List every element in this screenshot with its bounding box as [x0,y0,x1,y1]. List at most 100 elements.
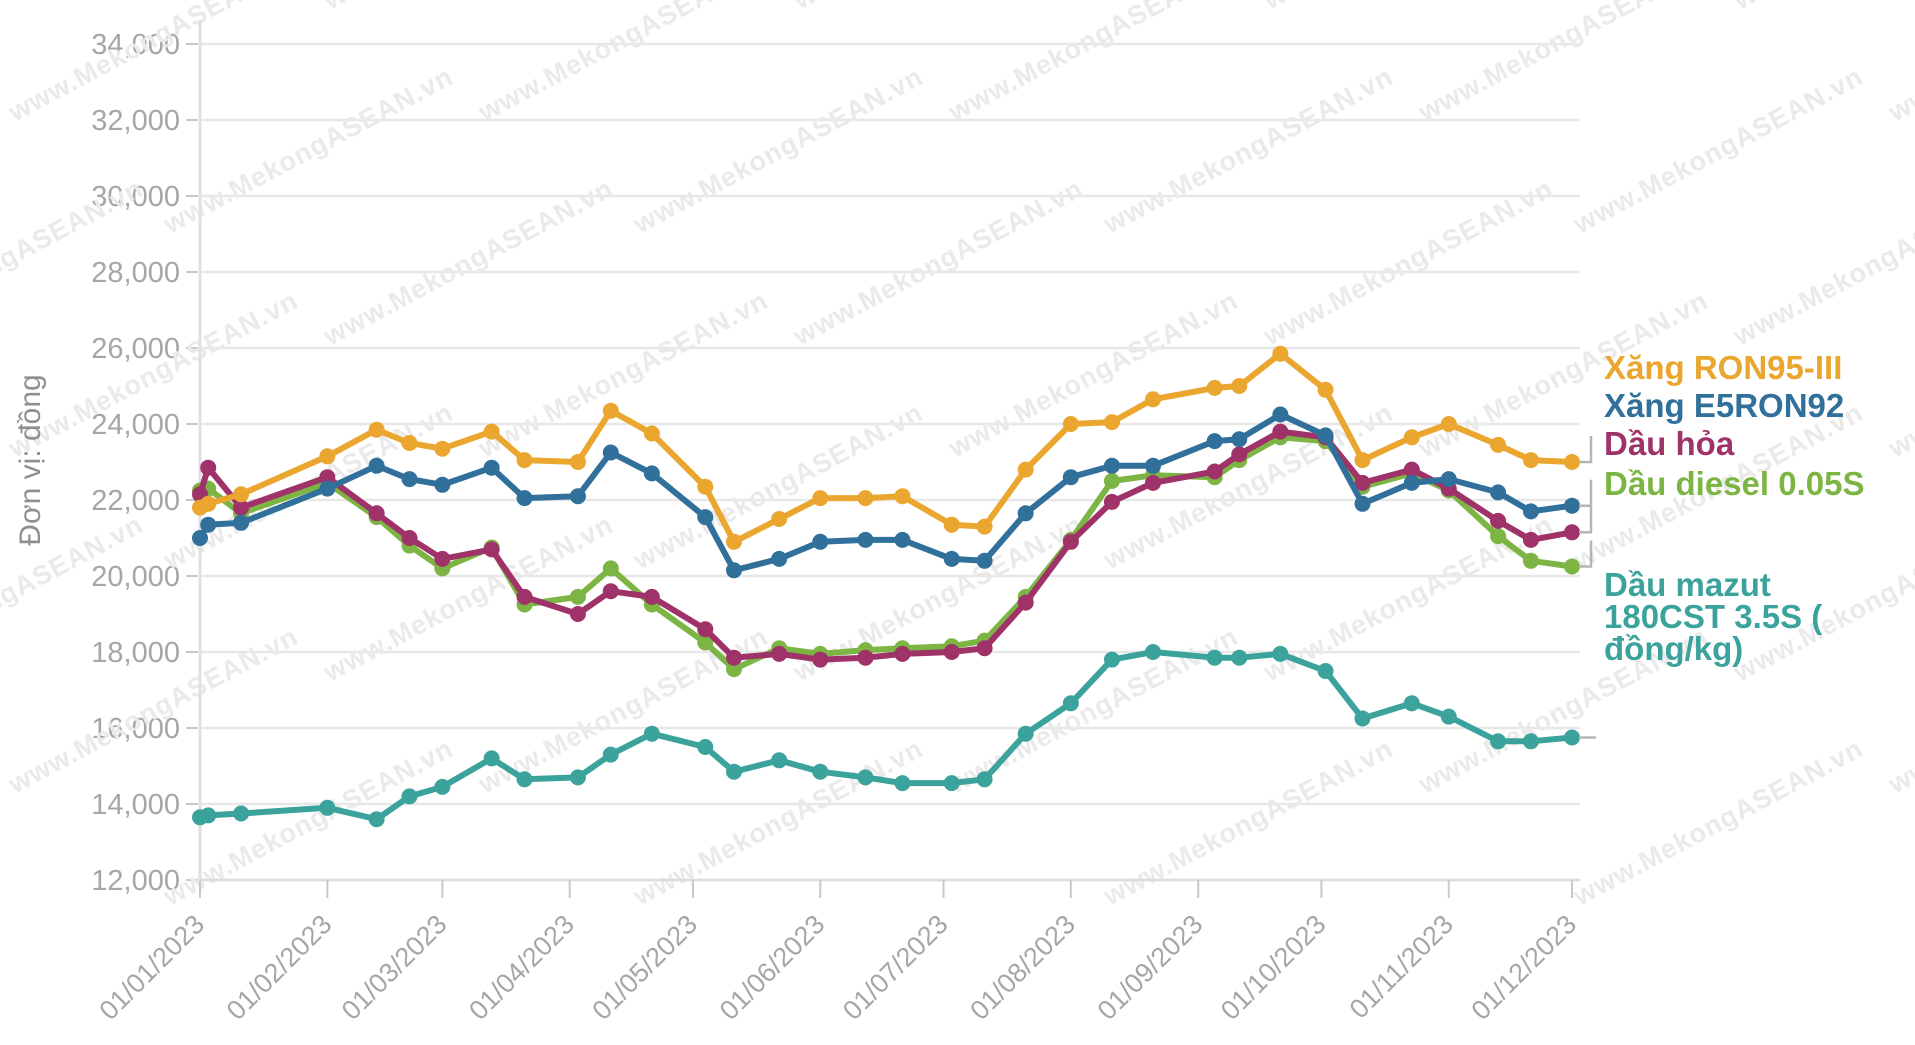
series-point [1522,733,1539,750]
series-point [483,750,500,767]
series-point [1564,454,1580,470]
series-point [1522,552,1539,569]
series-point [1490,733,1507,750]
y-axis-title: Đơn vị: đồng [14,374,47,545]
series-point [569,454,586,470]
y-tick-label: 30,000 [91,181,180,213]
legend-label: Dầu diesel 0.05S [1604,465,1864,502]
series-point [602,583,619,600]
legend-connector [1579,479,1593,507]
series-point [643,725,660,742]
watermark-text: www.MekongASEAN.vn [943,0,1243,128]
series-point [1272,423,1289,440]
x-tick-label: 01/05/2023 [586,909,703,1026]
series-point [233,499,250,516]
series-point [812,763,829,780]
series-point [894,488,911,505]
series-point [1206,463,1223,480]
x-tick-label: 01/07/2023 [837,909,954,1026]
series-point [1103,473,1120,489]
legend-label: Dầu hỏa [1604,425,1735,462]
series-point [697,634,714,651]
series-point [697,478,714,495]
x-tick-label: 01/06/2023 [714,909,831,1026]
series-point [812,533,829,550]
y-tick-label: 34,000 [91,29,180,61]
legend-label: Dầu mazut [1604,566,1771,603]
y-tick-label: 28,000 [91,257,180,289]
x-tick-label: 01/01/2023 [93,909,210,1026]
series-point [726,763,743,780]
series-point [233,805,250,822]
series-point [894,531,911,548]
series-point [1317,663,1334,679]
watermark-text: www.MekongASEAN.vn [1568,733,1868,912]
series-point [1317,381,1334,398]
series-point [1017,461,1034,478]
series-point [976,771,993,788]
legend-label: 180CST 3.5S ( [1604,598,1822,635]
watermark-text: www.MekongASEAN.vn [1728,173,1915,352]
series-point [569,588,586,605]
series-point [894,775,911,792]
watermark-text: www.MekongASEAN.vn [1568,61,1868,240]
series-point [1403,474,1420,491]
watermark-text: www.MekongASEAN.vn [158,61,458,240]
series-point [1403,461,1420,478]
series-point [602,444,619,461]
series-point [771,645,788,662]
y-tick-label: 26,000 [91,333,180,365]
series-point [943,775,960,792]
watermark-text: www.MekongASEAN.vn [943,285,1243,464]
series-point [368,457,385,474]
series-point [726,661,743,678]
series-point [697,739,714,755]
series-point [1564,558,1580,575]
watermark-text: www.MekongASEAN.vn [318,0,618,16]
series-point [319,448,336,465]
series-point [319,469,336,486]
series-point [602,746,619,763]
y-tick-label: 24,000 [91,409,180,441]
series-point [1231,378,1248,394]
watermark-text: www.MekongASEAN.vn [1098,733,1398,912]
series-point [1145,474,1162,491]
series-point [771,511,788,527]
y-tick-label: 22,000 [91,485,180,517]
series-point [1145,457,1162,474]
series-point [1062,469,1079,486]
series-point [812,651,829,668]
series-point [1440,416,1457,432]
series-point [1440,471,1457,488]
series-point [516,771,533,788]
series-point [200,516,217,533]
series-point [1354,452,1371,469]
series-point [1231,446,1248,463]
watermark-text: www.MekongASEAN.vn [318,173,618,352]
y-tick-label: 18,000 [91,637,180,669]
series-point [200,807,217,824]
series-point [1564,729,1580,746]
series-point [233,486,250,503]
series-point [1062,416,1079,432]
series-point [857,649,874,666]
series-point [771,550,788,567]
series-point [812,490,829,507]
series-point [200,495,217,512]
series-point [1017,725,1034,742]
series-point [434,476,451,493]
series-point [401,471,418,488]
watermark-text: www.MekongASEAN.vn [1883,621,1915,800]
series-point [1403,429,1420,446]
watermark-text: www.MekongASEAN.vn [1413,0,1713,128]
series-point [401,788,418,805]
series-point [1403,695,1420,712]
series-point [1272,406,1289,423]
series-point [602,560,619,577]
series-point [976,640,993,657]
x-tick-label: 01/11/2023 [1344,909,1459,1024]
series-point [857,769,874,786]
series-point [1231,431,1248,448]
series-point [516,588,533,605]
